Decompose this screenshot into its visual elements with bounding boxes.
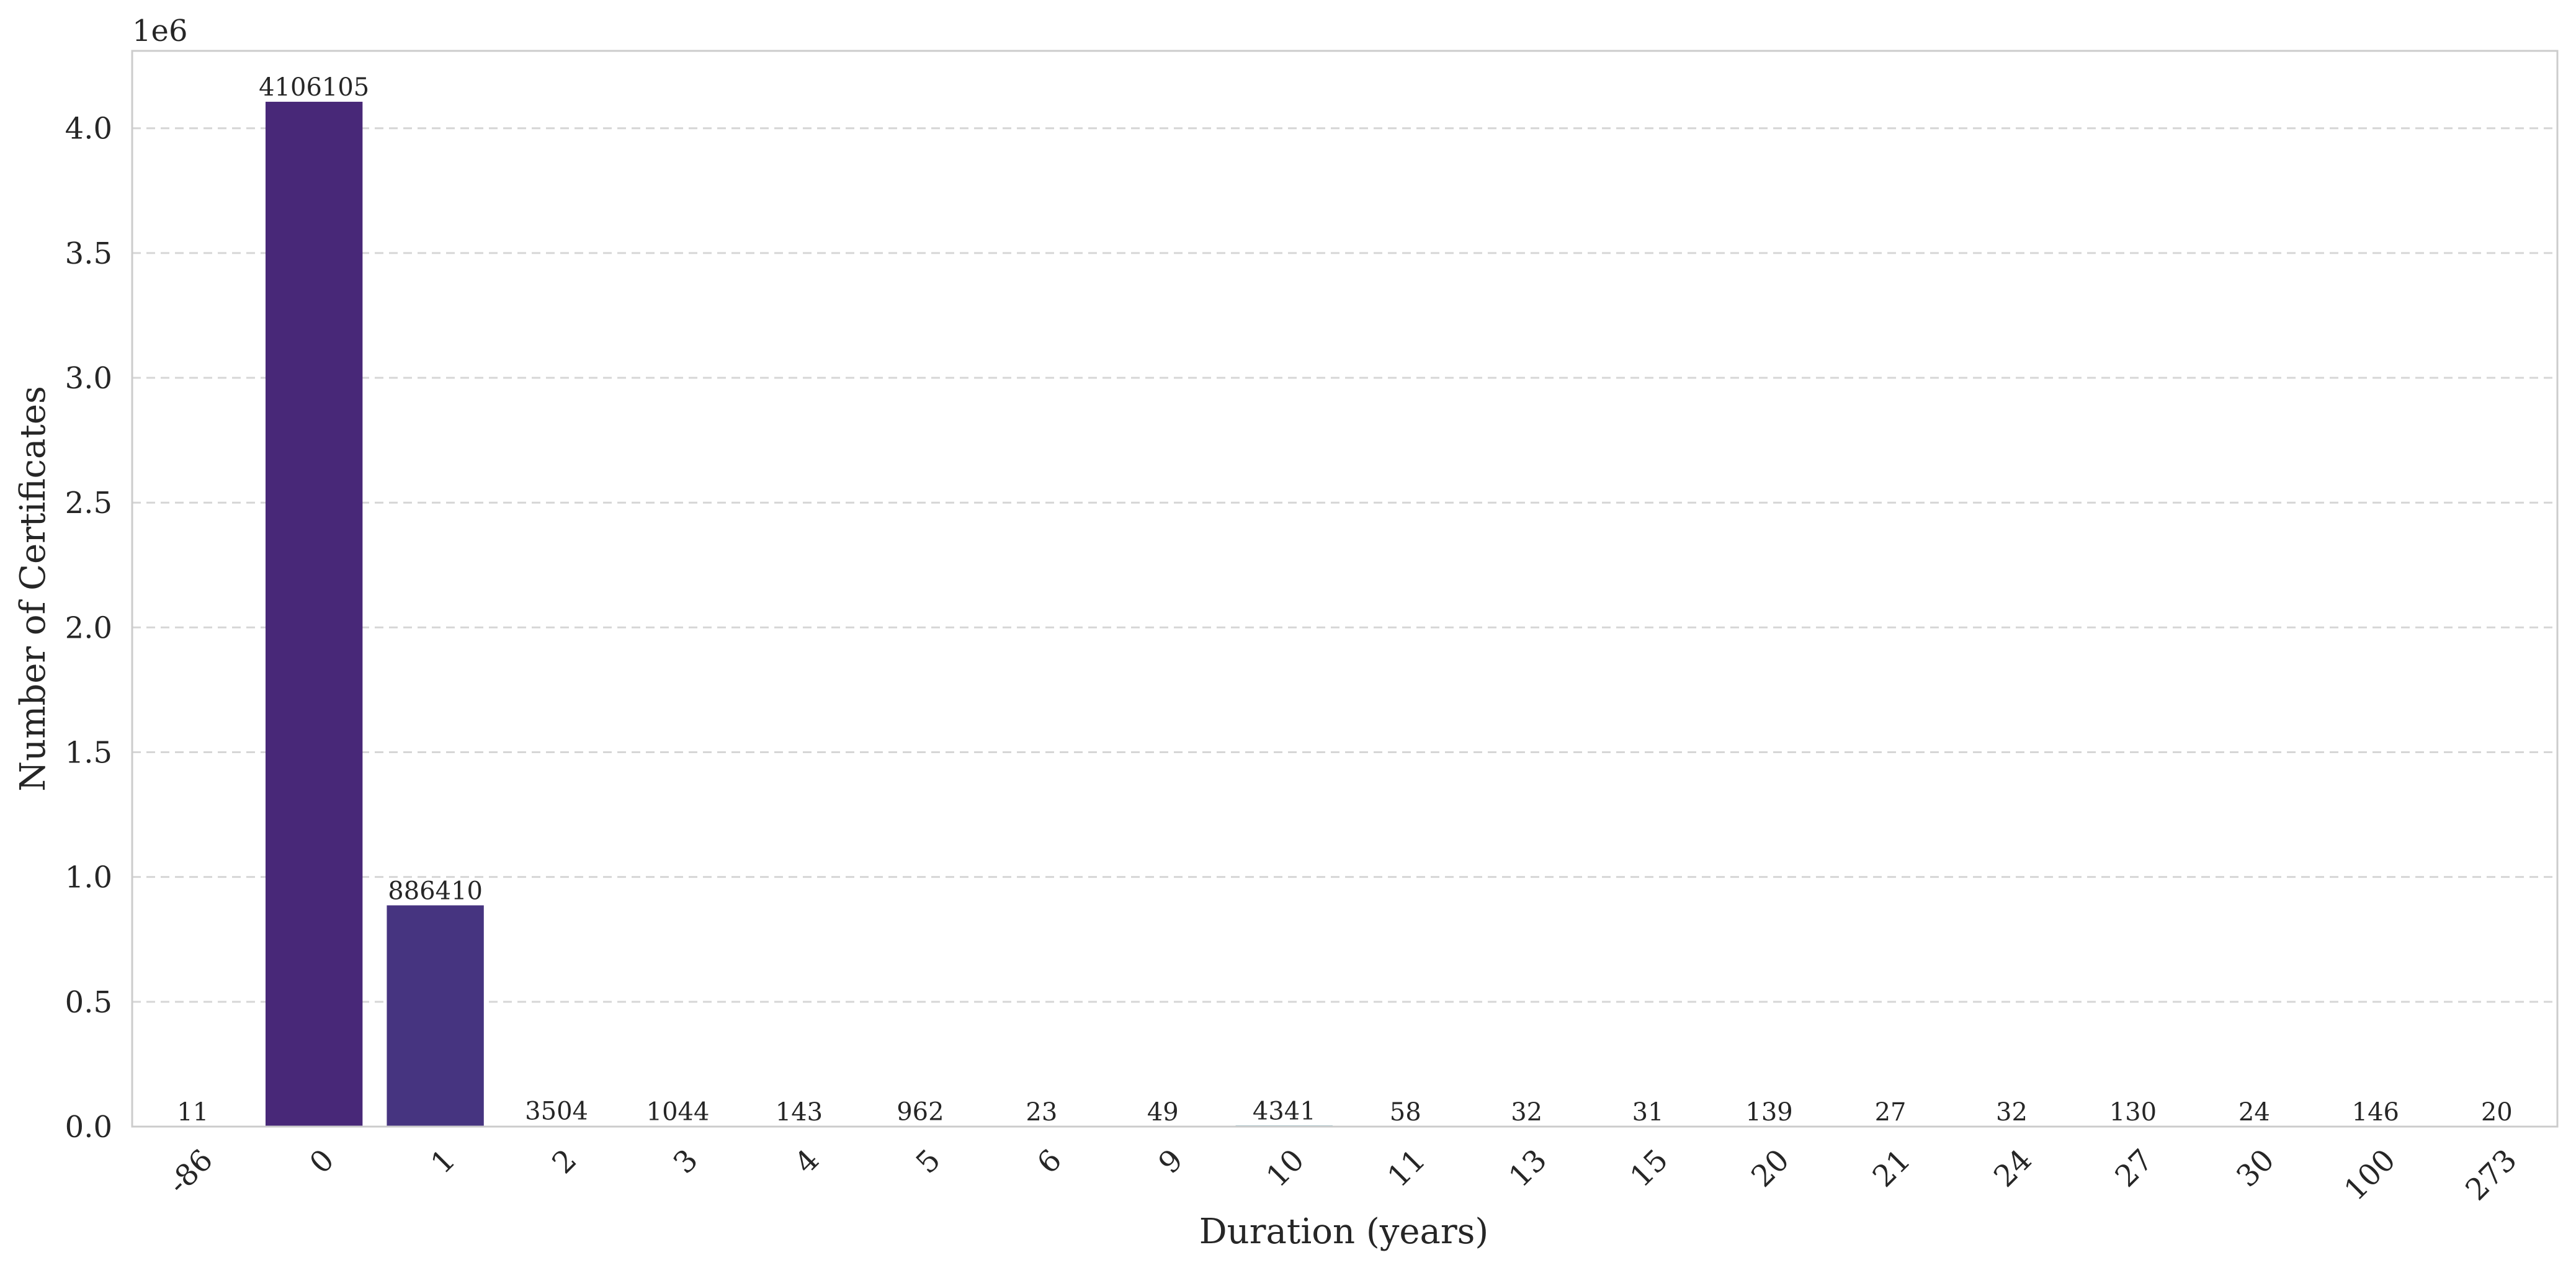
y-tick-label: 0.0 — [65, 1110, 112, 1145]
plot-frame — [131, 50, 2559, 1128]
bar-value-label: 58 — [1390, 1098, 1421, 1127]
bars — [144, 102, 2546, 1127]
y-gridlines — [132, 127, 2557, 1128]
y-tick-label: 3.5 — [65, 236, 112, 271]
x-tick-label: 0 — [303, 1143, 341, 1181]
bar-value-label: 27 — [1875, 1098, 1907, 1127]
bar-value-labels: 11 4106105 886410 3504 1044 143 962 23 49 4341 58 3… — [177, 73, 2512, 1127]
x-tick-label: 4 — [788, 1143, 826, 1181]
y-tick-label: 2.5 — [65, 486, 112, 520]
x-tick-label: 6 — [1031, 1143, 1068, 1181]
bar-value-label: 31 — [1632, 1098, 1664, 1127]
bar-value-label: 23 — [1026, 1098, 1057, 1127]
y-tick-label: 0.5 — [65, 985, 112, 1020]
x-tick-label: 273 — [2459, 1143, 2523, 1207]
x-tick-label: 5 — [910, 1143, 947, 1181]
bar-value-label: 32 — [1511, 1098, 1542, 1127]
x-axis-title: Duration (years) — [1199, 1212, 1488, 1252]
x-tick-label: 21 — [1866, 1143, 1918, 1194]
bar-value-label: 962 — [897, 1098, 944, 1127]
x-tick-label: 11 — [1381, 1143, 1433, 1194]
bar-value-label: 139 — [1745, 1098, 1792, 1127]
x-tick-label: 9 — [1152, 1143, 1190, 1181]
bar-value-label: 11 — [177, 1098, 208, 1127]
bar-value-label: 4341 — [1253, 1097, 1316, 1125]
bar-value-label: 143 — [776, 1098, 823, 1127]
bar-value-label: 20 — [2481, 1098, 2513, 1127]
bar — [265, 102, 363, 1127]
x-tick-label: 13 — [1502, 1143, 1554, 1194]
bar-value-label: 24 — [2238, 1098, 2270, 1127]
y-offset-label: 1e6 — [132, 14, 187, 48]
bar-value-label: 4106105 — [259, 73, 369, 102]
y-tick-label: 2.0 — [65, 610, 112, 645]
x-tick-labels: -86 0 1 2 3 4 5 6 9 10 11 13 15 20 21 24 27 30 100 273 — [161, 1143, 2524, 1207]
bar-value-label: 146 — [2352, 1098, 2399, 1127]
bar-value-label: 49 — [1147, 1098, 1179, 1127]
x-tick-label: 1 — [424, 1143, 462, 1181]
x-tick-label: 100 — [2338, 1143, 2402, 1207]
x-tick-label: 10 — [1259, 1143, 1311, 1194]
x-tick-label: -86 — [161, 1143, 220, 1201]
x-tick-label: 15 — [1624, 1143, 1675, 1194]
bar-value-label: 130 — [2109, 1098, 2157, 1127]
bar — [387, 905, 484, 1127]
x-tick-label: 3 — [667, 1143, 705, 1181]
bar-value-label: 1044 — [646, 1098, 710, 1127]
y-tick-labels: 0.0 0.5 1.0 1.5 2.0 2.5 3.0 3.5 4.0 — [65, 112, 112, 1145]
x-tick-label: 30 — [2230, 1143, 2281, 1194]
bar-value-label: 886410 — [388, 877, 483, 905]
x-tick-label: 2 — [545, 1143, 583, 1181]
y-tick-label: 1.0 — [65, 860, 112, 895]
bar-value-label: 32 — [1996, 1098, 2028, 1127]
x-tick-label: 24 — [1987, 1143, 2039, 1194]
y-tick-label: 4.0 — [65, 112, 112, 146]
x-tick-label: 27 — [2109, 1143, 2160, 1194]
y-tick-label: 3.0 — [65, 361, 112, 396]
y-axis-title: Number of Certificates — [13, 386, 53, 792]
bar-value-label: 3504 — [525, 1097, 588, 1126]
x-tick-label: 20 — [1745, 1143, 1796, 1194]
y-tick-label: 1.5 — [65, 736, 112, 770]
